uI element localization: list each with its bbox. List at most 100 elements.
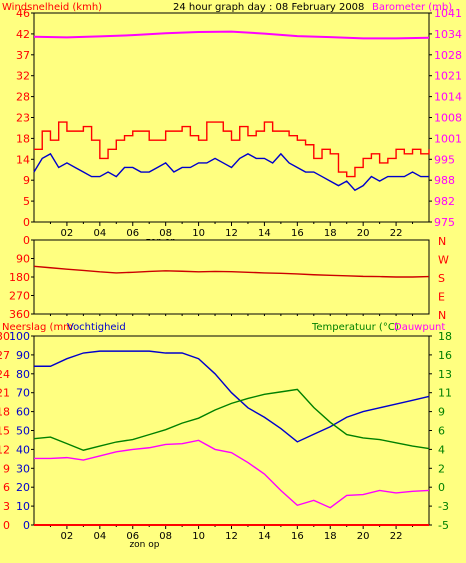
wind-gust-series-line [34,121,430,178]
temperature-axis-label: Temperatuur (°C) [311,322,399,333]
wind-axis-tick-label: 18 [16,132,30,145]
time-axis-bottom-tick-label: 10 [192,531,205,542]
temperature-axis-tick-label: 4 [438,443,445,456]
wind-axis-tick-label: 28 [16,91,30,104]
humidity-axis-tick-label: 20 [16,481,30,494]
barometer-axis-tick-label: 975 [434,216,455,229]
temperature-axis-tick-label: -3 [438,500,449,513]
time-axis-bottom-tick-label: 22 [390,531,403,542]
humidity-axis-tick-label: 80 [16,368,30,381]
barometer-axis-tick-label: 1014 [434,91,462,104]
humidity-axis-tick-label: 100 [9,330,30,343]
humidity-axis-label: Vochtigheid [67,322,126,333]
direction-axis-tick-label: 180 [9,271,30,284]
time-axis-top-tick-label: 06 [126,228,139,239]
precipitation-axis-tick-label: 3 [3,500,10,513]
time-axis-top-tick-label: 20 [357,228,370,239]
compass-letter-w: W [438,254,449,267]
precipitation-axis-tick-label: 24 [0,368,10,381]
precipitation-axis-tick-label: 27 [0,349,10,362]
humidity-axis-tick-label: 90 [16,349,30,362]
wind-axis-tick-label: 32 [16,70,30,83]
time-axis-top-tick-label: 12 [225,228,238,239]
wind-average-series-line [33,152,429,192]
wind-axis-tick-label: 46 [16,7,30,20]
wind-direction-series-line [33,265,430,278]
wind-axis-tick-label: 14 [16,153,30,166]
wind-axis-tick-label: 37 [16,49,30,62]
barometer-axis-tick-label: 1008 [434,112,462,125]
time-axis-bottom-tick-label: 14 [258,531,271,542]
wind-axis-tick-label: 42 [16,28,30,41]
barometer-axis-tick-label: 1034 [434,28,462,41]
compass-letter-s: S [438,272,445,285]
compass-letter-e: E [438,291,445,304]
barometer-axis-tick-label: 1001 [434,132,462,145]
humidity-temperature-plot-area [33,335,430,526]
direction-axis-tick-label: 0 [23,234,30,247]
time-axis-top-tick-label: 02 [61,228,74,239]
temperature-series-line [33,388,430,451]
wind-barometer-plot-area [33,12,430,223]
temperature-axis-tick-label: 0 [438,481,445,494]
humidity-series-line [34,350,430,443]
time-axis-bottom-tick-label: 16 [291,531,304,542]
dewpoint-series-line [34,439,430,509]
humidity-axis-tick-label: 70 [16,387,30,400]
barometer-axis-tick-label: 1021 [434,70,462,83]
precipitation-axis-tick-label: 6 [3,481,10,494]
wind-axis-tick-label: 5 [23,195,30,208]
time-axis-bottom-tick-label: 04 [93,531,106,542]
barometer-series-line [33,30,430,40]
time-axis-bottom-tick-label: 12 [225,531,238,542]
humidity-axis-tick-label: 10 [16,500,30,513]
humidity-axis-tick-label: 60 [16,406,30,419]
barometer-axis-tick-label: 995 [434,153,455,166]
time-axis-top-tick-label: 22 [390,228,403,239]
chart-title: 24 hour graph day : 08 February 2008 [173,2,364,13]
time-axis-bottom-tick-label: 18 [324,531,337,542]
sunrise-label-bottom: zon op [129,540,159,550]
temperature-axis-tick-label: 18 [438,330,452,343]
time-axis-top-tick-label: 18 [324,228,337,239]
temperature-axis-tick-label: 2 [438,462,445,475]
compass-letter-n: N [438,309,446,322]
precipitation-axis-tick-label: 0 [3,519,10,532]
barometer-axis-tick-label: 1041 [434,7,462,20]
humidity-axis-tick-label: 40 [16,443,30,456]
barometer-axis-tick-label: 1028 [434,49,462,62]
humidity-axis-tick-label: 30 [16,462,30,475]
time-axis-top-tick-label: 16 [291,228,304,239]
barometer-axis-tick-label: 982 [434,195,455,208]
direction-axis-tick-label: 270 [9,290,30,303]
compass-letter-n: N [438,235,446,248]
time-axis-top-tick-label: 04 [93,228,106,239]
time-axis-top-tick-label: 10 [192,228,205,239]
barometer-axis-tick-label: 988 [434,174,455,187]
time-axis-bottom-tick-label: 08 [159,531,172,542]
direction-axis-tick-label: 360 [9,308,30,321]
time-axis-top-tick-label: 08 [159,228,172,239]
wind-axis-tick-label: 0 [23,216,30,229]
humidity-axis-tick-label: 50 [16,425,30,438]
temperature-axis-tick-label: 16 [438,349,452,362]
time-axis-top-tick-label: 14 [258,228,271,239]
temperature-axis-tick-label: -5 [438,519,449,532]
precipitation-axis-tick-label: 18 [0,406,10,419]
direction-axis-tick-label: 90 [16,253,30,266]
wind-speed-axis-label: Windsnelheid (kmh) [2,2,102,13]
temperature-axis-tick-label: 6 [438,425,445,438]
wind-axis-tick-label: 9 [23,174,30,187]
precipitation-axis-tick-label: 21 [0,387,10,400]
humidity-axis-tick-label: 0 [23,519,30,532]
precipitation-axis-tick-label: 9 [3,462,10,475]
temperature-axis-tick-label: 13 [438,368,452,381]
wind-axis-tick-label: 23 [16,112,30,125]
precipitation-axis-tick-label: 30 [0,330,10,343]
precipitation-axis-label: Neerslag (mm [2,322,73,333]
barometer-axis-label: Barometer (mb) [372,2,452,13]
time-axis-bottom-tick-label: 02 [61,531,74,542]
time-axis-bottom-tick-label: 06 [126,531,139,542]
